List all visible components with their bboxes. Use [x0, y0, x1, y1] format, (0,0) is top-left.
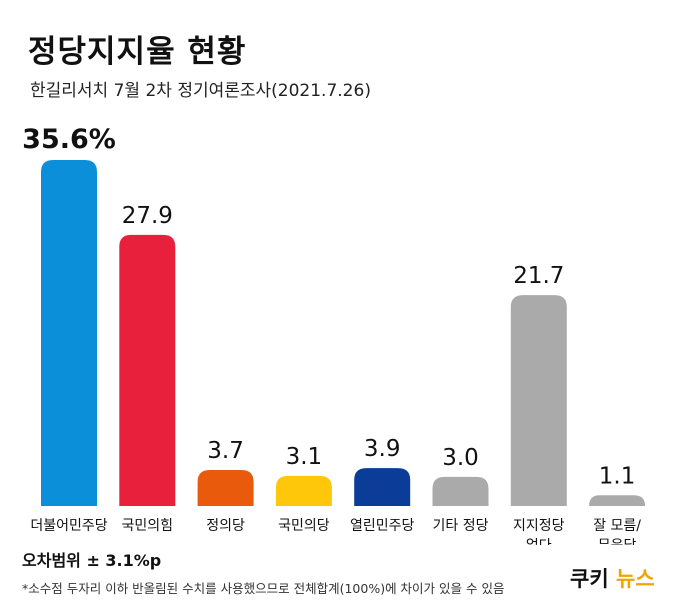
category-label-5: 열린민주당	[350, 518, 415, 534]
value-label-3: 3.7	[207, 438, 244, 464]
category-label-8: 잘 모름/	[593, 518, 641, 534]
value-label-5: 3.9	[364, 436, 401, 462]
category-label-3: 정의당	[206, 518, 245, 534]
category-label-7: 지지정당	[513, 518, 565, 534]
bar-4	[275, 475, 332, 506]
value-label-6: 3.0	[442, 445, 479, 471]
chart-subtitle: 한길리서치 7월 2차 정기여론조사(2021.7.26)	[30, 81, 371, 101]
bar-6	[432, 476, 489, 506]
bar-1	[41, 160, 97, 506]
footnote: *소수점 두자리 이하 반올림된 수치를 사용했으므로 전체합계(100%)에 …	[22, 581, 505, 596]
category-label-7: 없다	[526, 538, 552, 545]
bar-chart: 35.6% 더불어민주당 27.9 국민의힘 3.7 정의당 3.1 국민의당 3.9 열린민주당…	[22, 124, 646, 545]
category-label-2: 국민의힘	[122, 518, 174, 534]
bar-5	[354, 468, 411, 506]
bar-8	[589, 495, 646, 506]
bar-7	[510, 295, 567, 506]
svg-text:뉴스: 뉴스	[616, 567, 655, 591]
bar-3	[197, 470, 254, 506]
bar-2	[119, 234, 176, 506]
category-label-4: 국민의당	[278, 518, 330, 534]
category-label-8: 무응답	[598, 538, 637, 545]
value-label-8: 1.1	[599, 463, 636, 489]
value-label-7: 21.7	[513, 263, 564, 289]
chart-title: 정당지지율 현황	[28, 34, 247, 70]
value-label-2: 27.9	[122, 203, 173, 229]
category-label-6: 기타 정당	[433, 518, 489, 534]
category-label-1: 더불어민주당	[30, 518, 107, 534]
value-label-4: 3.1	[286, 444, 323, 470]
svg-text:쿠키: 쿠키	[570, 567, 609, 591]
margin-of-error: 오차범위 ± 3.1%p	[22, 551, 162, 570]
value-label-1: 35.6%	[22, 124, 116, 155]
kookinews-logo: 쿠키 뉴스	[570, 567, 655, 591]
